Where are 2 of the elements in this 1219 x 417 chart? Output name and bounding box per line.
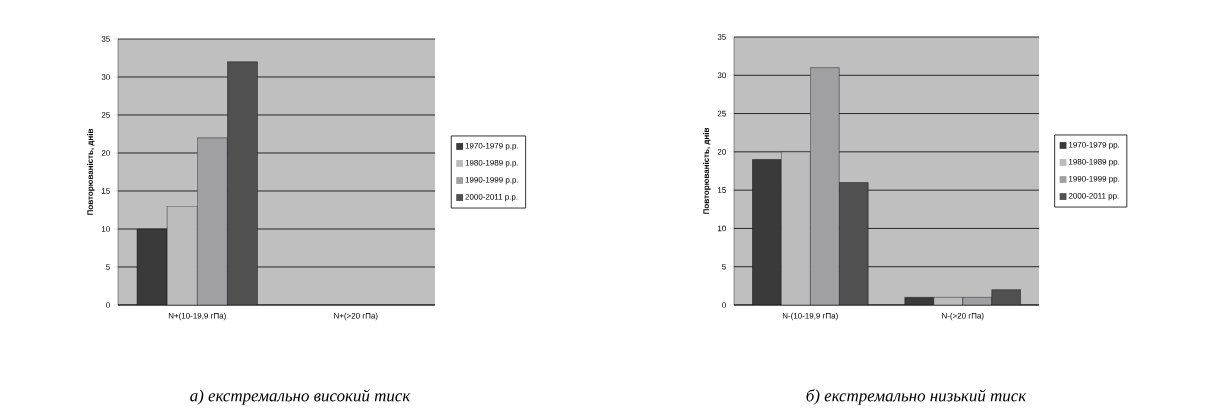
text: б) екстремально низький тиск <box>806 389 1027 405</box>
text: а) екстремально високий тиск <box>190 389 411 405</box>
